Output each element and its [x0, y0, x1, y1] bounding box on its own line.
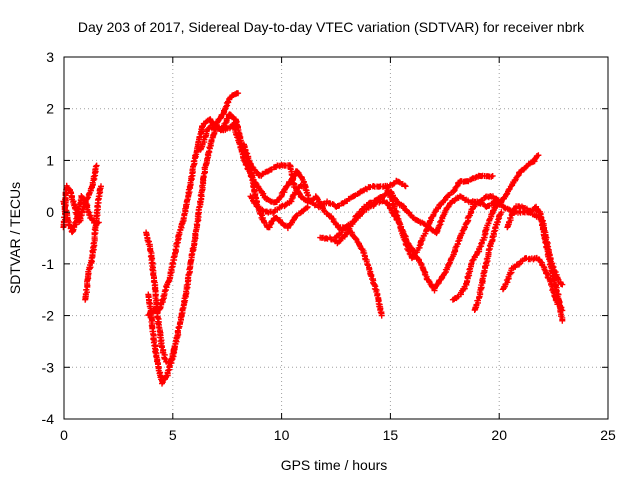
- x-tick-labels: 0 5 10 15 20 25: [60, 427, 616, 443]
- x-tick-label: 20: [491, 427, 507, 443]
- y-tick-label: 0: [46, 204, 54, 220]
- y-tick-labels: -4 -3 -2 -1 0 1 2 3: [42, 49, 55, 427]
- y-tick-label: 3: [46, 49, 54, 65]
- series-arc-5: [145, 90, 242, 387]
- series-arc-2: [60, 193, 102, 236]
- y-tick-label: 2: [46, 101, 54, 117]
- y-tick-label: -2: [42, 308, 55, 324]
- x-tick-label: 10: [274, 427, 290, 443]
- x-axis-label: GPS time / hours: [281, 457, 388, 473]
- series-arc-12: [382, 172, 496, 262]
- y-tick-label: -4: [42, 411, 55, 427]
- y-tick-label: -3: [42, 359, 55, 375]
- axis-ticks: [63, 56, 609, 420]
- chart-title: Day 203 of 2017, Sidereal Day-to-day VTE…: [78, 19, 585, 35]
- plus-markers: [536, 208, 566, 288]
- plus-markers: [449, 152, 542, 303]
- x-tick-label: 15: [383, 427, 399, 443]
- plus-markers: [382, 172, 496, 262]
- series-arc-9: [247, 182, 309, 216]
- plus-markers: [145, 90, 242, 387]
- plus-markers: [82, 183, 104, 303]
- plot-frame: [63, 56, 609, 420]
- grid: [64, 57, 608, 419]
- series-arc-13: [449, 152, 542, 303]
- data-series: [60, 90, 566, 387]
- series-arc-17: [536, 208, 566, 288]
- y-axis-label: SDTVAR / TECUs: [7, 182, 23, 294]
- x-tick-label: 5: [169, 427, 177, 443]
- plus-markers: [60, 193, 102, 236]
- y-tick-label: -1: [42, 256, 55, 272]
- y-tick-label: 1: [46, 152, 54, 168]
- plus-markers: [247, 182, 309, 216]
- x-tick-label: 25: [600, 427, 616, 443]
- series-arc-14: [471, 209, 505, 313]
- plus-markers: [471, 209, 505, 313]
- x-tick-label: 0: [60, 427, 68, 443]
- series-arc-3: [82, 183, 104, 303]
